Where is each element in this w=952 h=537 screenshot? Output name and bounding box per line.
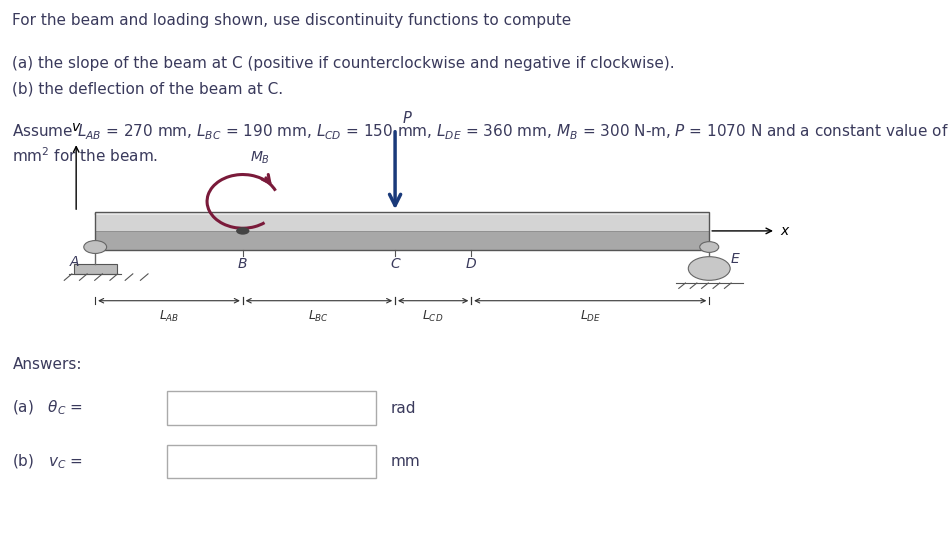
Text: B: B — [238, 257, 248, 271]
Bar — [167, 391, 376, 425]
Text: $L_{DE}$: $L_{DE}$ — [580, 309, 601, 324]
Text: P: P — [403, 111, 411, 126]
Bar — [74, 264, 116, 274]
Text: $L_{BC}$: $L_{BC}$ — [308, 309, 329, 324]
Text: E: E — [730, 252, 739, 266]
Circle shape — [700, 242, 719, 252]
Text: C: C — [390, 257, 400, 271]
Text: rad: rad — [390, 401, 416, 416]
Text: $L_{CD}$: $L_{CD}$ — [423, 309, 444, 324]
Text: $L_{AB}$: $L_{AB}$ — [159, 309, 179, 324]
Text: (a) the slope of the beam at C (positive if counterclockwise and negative if clo: (a) the slope of the beam at C (positive… — [12, 56, 675, 71]
Text: mm$^2$ for the beam.: mm$^2$ for the beam. — [12, 146, 159, 165]
Circle shape — [688, 257, 730, 280]
Text: D: D — [466, 257, 477, 271]
Text: For the beam and loading shown, use discontinuity functions to compute: For the beam and loading shown, use disc… — [12, 13, 571, 28]
Text: mm: mm — [390, 454, 420, 469]
Bar — [95, 212, 709, 231]
Text: x: x — [781, 224, 789, 238]
Text: Answers:: Answers: — [12, 357, 82, 372]
Text: Assume $L_{AB}$ = 270 mm, $L_{BC}$ = 190 mm, $L_{CD}$ = 150 mm, $L_{DE}$ = 360 m: Assume $L_{AB}$ = 270 mm, $L_{BC}$ = 190… — [12, 121, 952, 142]
Bar — [95, 212, 709, 250]
Text: $M_B$: $M_B$ — [250, 150, 270, 166]
Bar — [95, 231, 709, 250]
Circle shape — [84, 241, 107, 253]
Text: (a)   $\theta_C$ =: (a) $\theta_C$ = — [12, 399, 84, 417]
Text: A: A — [69, 255, 79, 269]
Text: (b)   $v_C$ =: (b) $v_C$ = — [12, 453, 84, 471]
Bar — [167, 445, 376, 478]
Circle shape — [236, 227, 249, 235]
Text: v: v — [72, 120, 80, 134]
Text: (b) the deflection of the beam at C.: (b) the deflection of the beam at C. — [12, 82, 284, 97]
